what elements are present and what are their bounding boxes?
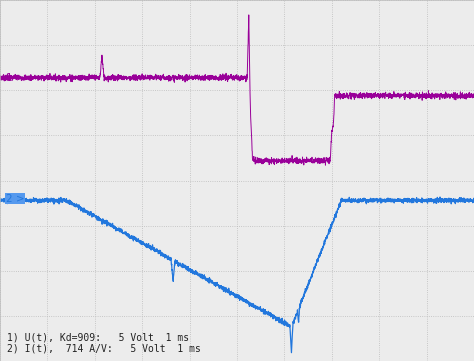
- Text: 2 >: 2 >: [6, 193, 24, 204]
- Text: 1 >: 1 >: [6, 73, 24, 83]
- Text: 1) U(t), Kd=909:   5 Volt  1 ms
2) I(t),  714 A/V:   5 Volt  1 ms: 1) U(t), Kd=909: 5 Volt 1 ms 2) I(t), 71…: [7, 332, 201, 354]
